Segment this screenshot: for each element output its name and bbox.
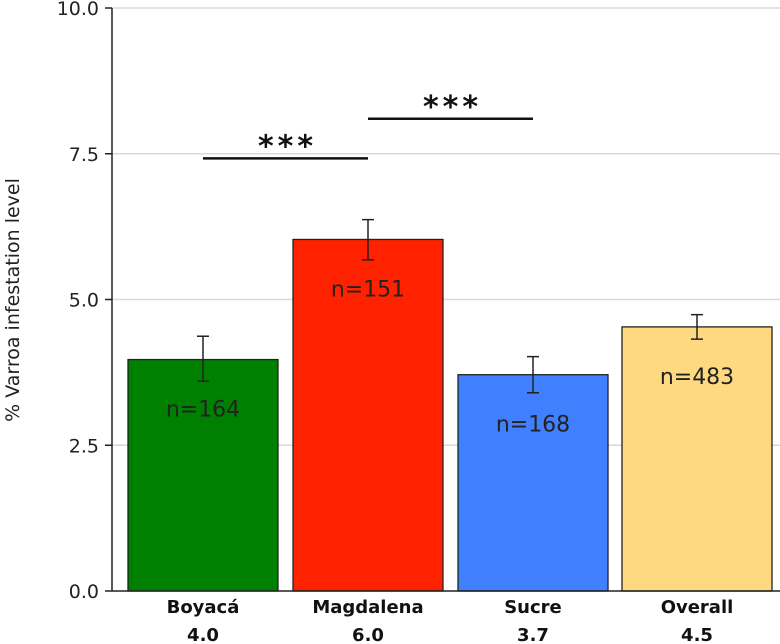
bar-overall [621, 326, 773, 592]
n-label: n=168 [496, 413, 570, 438]
axis-layer [105, 7, 780, 592]
y-axis-label: % Varroa infestation level [2, 178, 24, 422]
n-label: n=151 [331, 277, 405, 302]
x-tick-label: Boyacá [167, 597, 240, 618]
label-layer: 0.0 2.5 5.0 7.5 10.0 n=164 Boyacá 4.0 n=151 Magda… [57, 0, 735, 644]
y-tick-label: 0.0 [69, 581, 99, 603]
mean-label: 4.5 [681, 625, 713, 644]
y-tick-label: 10.0 [57, 0, 99, 20]
significance-label: *** [423, 90, 482, 125]
y-tick-label: 7.5 [69, 144, 99, 166]
x-tick-label: Overall [661, 597, 734, 618]
mean-label: 3.7 [517, 625, 549, 644]
bar-sucre [457, 374, 609, 592]
mean-label: 4.0 [187, 625, 219, 644]
significance-label: *** [258, 129, 317, 164]
n-label: n=164 [166, 398, 240, 423]
bar-boyacá [127, 358, 279, 592]
bar-magdalena [292, 238, 444, 592]
mean-label: 6.0 [352, 625, 384, 644]
n-label: n=483 [660, 365, 734, 390]
y-tick-label: 2.5 [69, 435, 99, 457]
x-tick-label: Magdalena [312, 597, 423, 618]
x-tick-label: Sucre [504, 597, 562, 618]
y-tick-label: 5.0 [69, 290, 99, 312]
